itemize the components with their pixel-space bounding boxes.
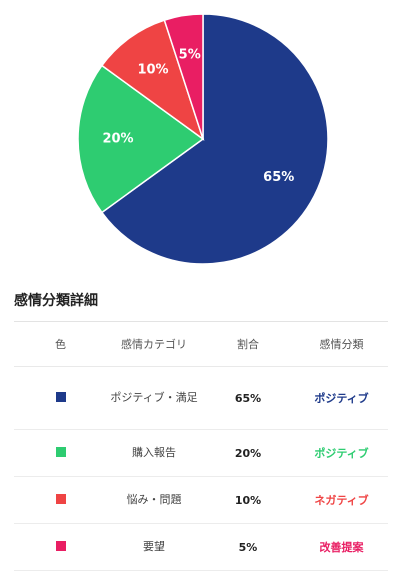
color-swatch: [55, 493, 66, 504]
category-label: 悩み・問題: [126, 493, 182, 506]
category-cell: ポジティブ・満足: [107, 366, 201, 430]
category-label: 要望: [143, 540, 165, 553]
pie-slice: [163, 13, 204, 140]
color-cell: [14, 523, 107, 571]
pie-slice-label: 10%: [137, 63, 168, 78]
table-row: ポジティブ・満足 65% ポジティブ: [14, 366, 388, 430]
table-header-row: 色 感情カテゴリ 割合 感情分類: [14, 322, 388, 367]
ratio-cell: 5%: [201, 523, 295, 571]
pie-slices: [77, 13, 329, 265]
sentiment-pie-chart: 65% 20% 10% 5%: [0, 0, 406, 270]
pie-slice: [100, 19, 205, 141]
color-cell: [14, 429, 107, 477]
header-color: 色: [14, 322, 107, 367]
category-cell: 悩み・問題: [107, 476, 201, 524]
pie-chart-svg: 65% 20% 10% 5%: [77, 13, 329, 265]
color-cell: [14, 366, 107, 430]
category-cell: 要望: [107, 523, 201, 571]
table-row: 購入報告 20% ポジティブ: [14, 429, 388, 477]
color-swatch: [55, 391, 66, 402]
category-label: 購入報告: [132, 446, 176, 459]
color-swatch: [55, 446, 66, 457]
pie-slice: [100, 13, 329, 265]
classification-cell: ネガティブ: [295, 476, 388, 524]
sentiment-details-table: 色 感情カテゴリ 割合 感情分類 ポジティブ・満足 65% ポジティブ 購入報告…: [14, 322, 388, 571]
classification-cell: 改善提案: [295, 523, 388, 571]
classification-cell: ポジティブ: [295, 429, 388, 477]
ratio-cell: 20%: [201, 429, 295, 477]
pie-slice-label: 65%: [263, 170, 294, 185]
table-row: 悩み・問題 10% ネガティブ: [14, 476, 388, 524]
header-ratio: 割合: [201, 322, 295, 367]
pie-slice: [77, 64, 205, 214]
category-label: ポジティブ・満足: [110, 391, 198, 404]
header-category: 感情カテゴリ: [107, 322, 201, 367]
title-divider: [14, 321, 388, 322]
category-cell: 購入報告: [107, 429, 201, 477]
pie-slice-label: 20%: [102, 132, 133, 147]
color-swatch: [55, 540, 66, 551]
details-title: 感情分類詳細: [14, 293, 98, 309]
ratio-cell: 10%: [201, 476, 295, 524]
pie-slice-label: 5%: [179, 48, 201, 63]
table-row: 要望 5% 改善提案: [14, 523, 388, 571]
ratio-cell: 65%: [201, 366, 295, 430]
pie-slice-labels: 65% 20% 10% 5%: [102, 48, 294, 186]
classification-cell: ポジティブ: [295, 366, 388, 430]
header-classification: 感情分類: [295, 322, 388, 367]
color-cell: [14, 476, 107, 524]
